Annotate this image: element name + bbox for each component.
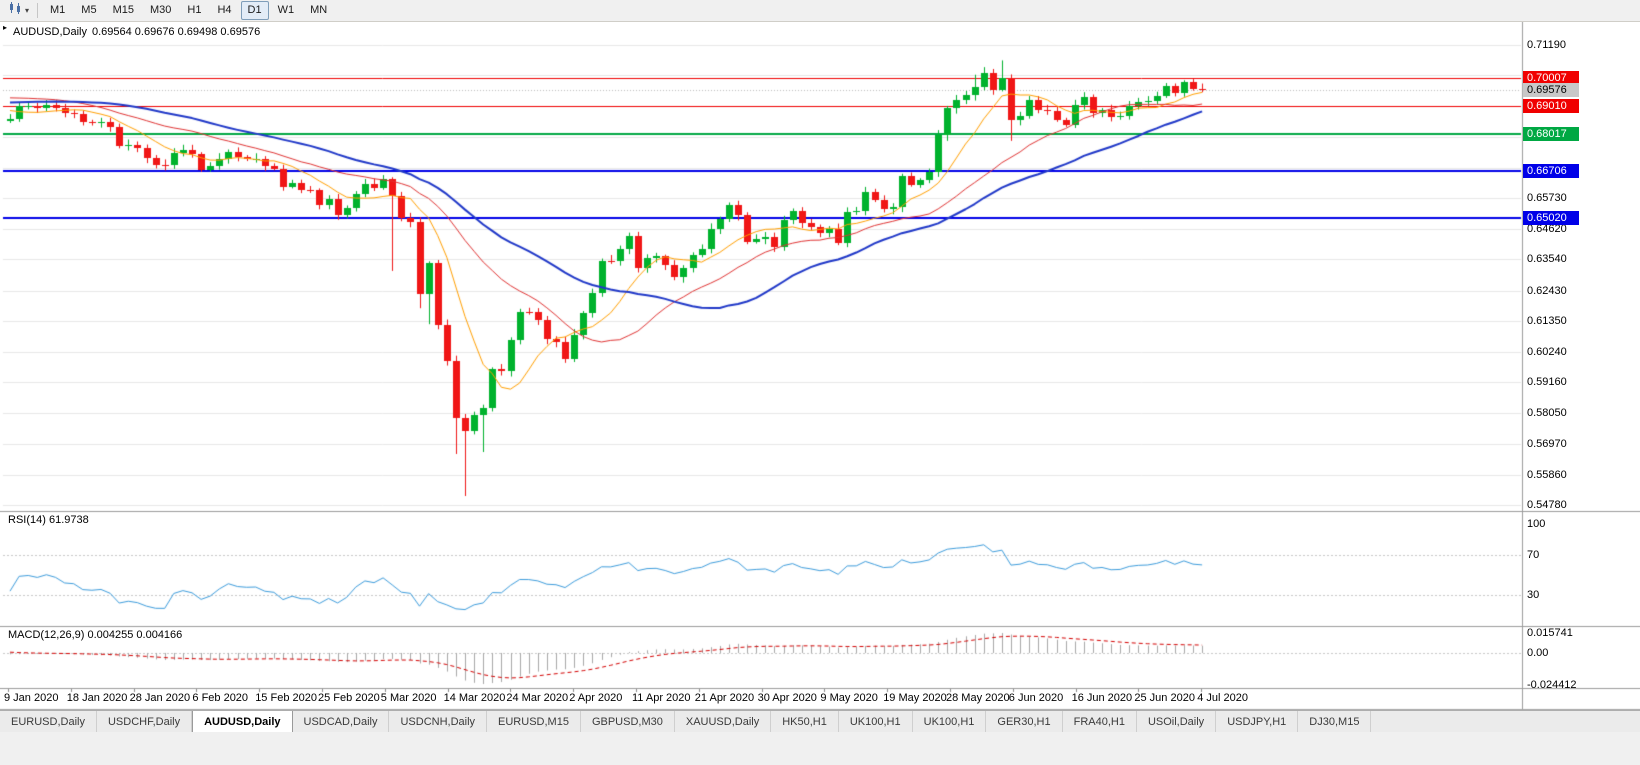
timeframe-button-h1[interactable]: H1 bbox=[187, 4, 202, 16]
chart-tab-hk50-h1[interactable]: HK50,H1 bbox=[771, 711, 839, 732]
chart-tab-bar: EURUSD,Daily USDCHF,Daily AUDUSD,Daily USDC… bbox=[0, 710, 1640, 732]
timeframe-button-m30[interactable]: M30 bbox=[149, 4, 172, 16]
chart-tab-usdcnh-daily[interactable]: USDCNH,Daily bbox=[389, 711, 488, 732]
chart-tab-ger30-h1[interactable]: GER30,H1 bbox=[986, 711, 1063, 732]
timeframe-button-d1[interactable]: D1 bbox=[240, 1, 269, 20]
chart-tab-eurusd-m15[interactable]: EURUSD,M15 bbox=[487, 711, 581, 732]
time-axis[interactable] bbox=[0, 689, 1522, 710]
chart-tab-dj30-m15[interactable]: DJ30,M15 bbox=[1298, 711, 1372, 732]
chart-tab-eurusd-daily[interactable]: EURUSD,Daily bbox=[0, 711, 97, 732]
timeframe-button-h4[interactable]: H4 bbox=[217, 4, 232, 16]
timeframe-button-m15[interactable]: M15 bbox=[112, 4, 134, 16]
timeframe-button-m1[interactable]: M1 bbox=[50, 4, 66, 16]
timeframe-buttons: M1 M5 M15 M30 H1 H4 D1 W1 MN bbox=[42, 1, 335, 20]
timeframe-toolbar: ▾ M1 M5 M15 M30 H1 H4 D1 W1 MN bbox=[0, 0, 1640, 22]
chart-tab-gbpusd-m30[interactable]: GBPUSD,M30 bbox=[581, 711, 675, 732]
chart-tab-fra40-h1[interactable]: FRA40,H1 bbox=[1063, 711, 1137, 732]
timeframe-button-mn[interactable]: MN bbox=[310, 4, 328, 16]
timeframe-button-w1[interactable]: W1 bbox=[277, 4, 295, 16]
chart-tab-usdjpy-h1[interactable]: USDJPY,H1 bbox=[1216, 711, 1299, 732]
chart-tab-audusd-daily[interactable]: AUDUSD,Daily bbox=[192, 711, 293, 732]
chart-tab-uk100-h1[interactable]: UK100,H1 bbox=[913, 711, 987, 732]
chart-tab-uk100-h1[interactable]: UK100,H1 bbox=[839, 711, 913, 732]
price-axis[interactable] bbox=[1522, 21, 1640, 709]
chart-tab-usdchf-daily[interactable]: USDCHF,Daily bbox=[97, 711, 193, 732]
chevron-down-icon: ▾ bbox=[25, 6, 30, 15]
chart-tab-usdcad-daily[interactable]: USDCAD,Daily bbox=[293, 711, 390, 732]
chart-tab-usoil-daily[interactable]: USOil,Daily bbox=[1137, 711, 1217, 732]
candlestick-chart-icon bbox=[8, 1, 24, 20]
chart-tab-xauusd-daily[interactable]: XAUUSD,Daily bbox=[675, 711, 772, 732]
toolbar-separator bbox=[37, 3, 39, 18]
chart-type-button[interactable]: ▾ bbox=[4, 0, 33, 22]
timeframe-button-m5[interactable]: M5 bbox=[81, 4, 97, 16]
